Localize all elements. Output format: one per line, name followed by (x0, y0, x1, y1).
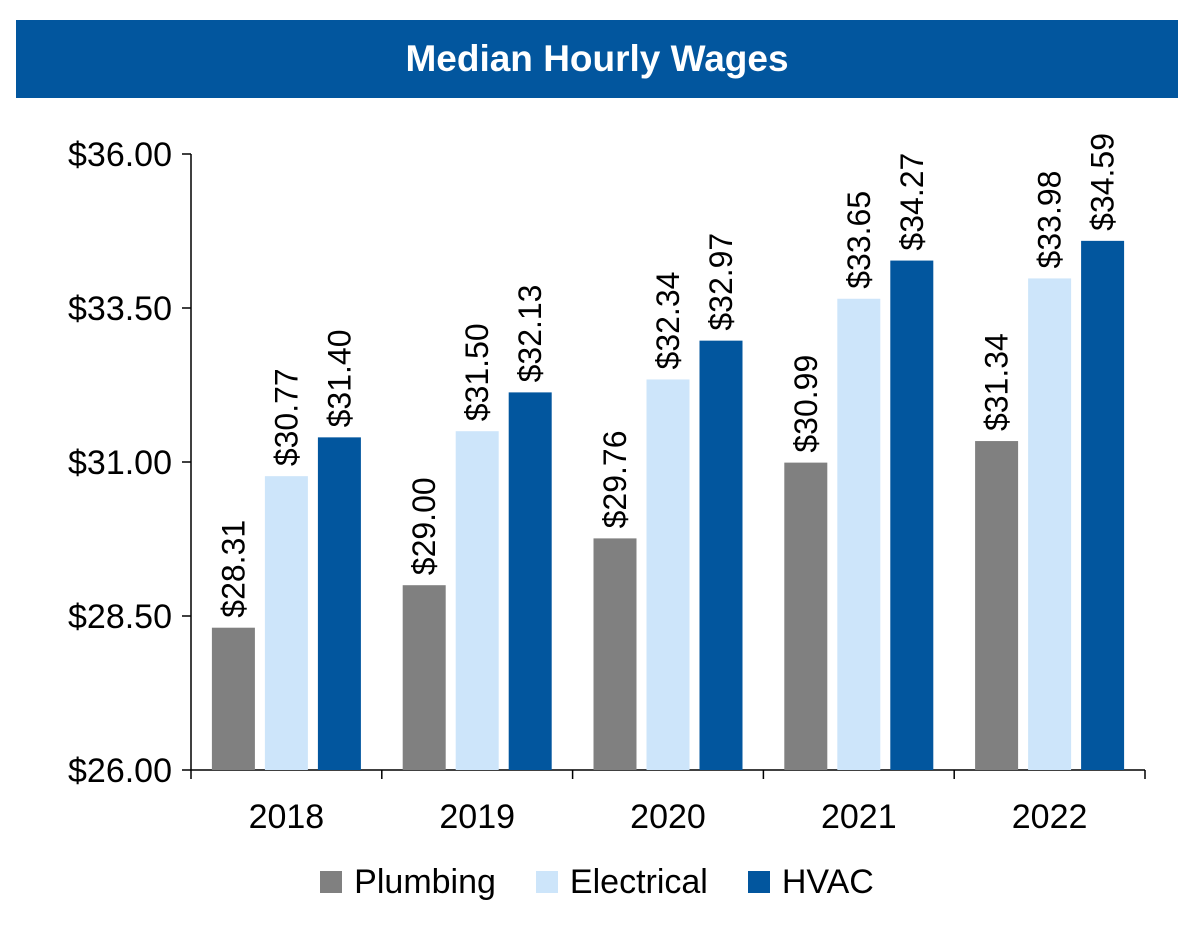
data-label-plumbing-2019: $29.00 (406, 477, 442, 575)
bar-hvac-2021 (890, 260, 934, 770)
bar-plumbing-2022 (975, 441, 1019, 770)
bar-electrical-2021 (837, 298, 881, 770)
data-label-plumbing-2020: $29.76 (597, 431, 633, 529)
bar-plumbing-2018 (211, 627, 255, 770)
x-tick-label: 2018 (249, 798, 325, 836)
legend-item-electrical: Electrical (535, 862, 708, 902)
x-tick-label: 2020 (630, 798, 706, 836)
x-tick-label: 2022 (1012, 798, 1088, 836)
legend-item-hvac: HVAC (747, 862, 874, 902)
chart-title-bar: Median Hourly Wages (16, 20, 1178, 98)
x-tick-label: 2021 (821, 798, 897, 836)
data-label-hvac-2021: $34.27 (894, 153, 930, 251)
y-tick-label: $31.00 (68, 444, 172, 482)
bar-plumbing-2021 (784, 462, 828, 770)
data-label-electrical-2019: $31.50 (459, 323, 495, 421)
y-tick-label: $26.00 (68, 752, 172, 790)
bar-hvac-2022 (1081, 240, 1125, 770)
data-label-plumbing-2021: $30.99 (788, 355, 824, 453)
legend-label-hvac: HVAC (781, 862, 874, 901)
data-label-electrical-2022: $33.98 (1032, 171, 1068, 269)
bar-hvac-2019 (508, 392, 552, 770)
data-label-hvac-2019: $32.13 (512, 285, 548, 383)
legend-label-electrical: Electrical (569, 862, 708, 901)
bar-electrical-2020 (646, 379, 690, 770)
chart-title: Median Hourly Wages (405, 38, 789, 79)
bar-hvac-2020 (699, 340, 743, 770)
legend-label-plumbing: Plumbing (354, 862, 496, 901)
bar-electrical-2022 (1028, 278, 1072, 770)
bar-plumbing-2019 (402, 585, 446, 770)
data-label-plumbing-2018: $28.31 (215, 520, 251, 618)
y-tick-label: $28.50 (68, 598, 172, 636)
data-label-plumbing-2022: $31.34 (979, 333, 1015, 431)
data-label-electrical-2021: $33.65 (841, 191, 877, 289)
bar-hvac-2018 (317, 437, 361, 770)
legend: Plumbing Electrical HVAC (0, 858, 1194, 906)
x-tick-label: 2019 (439, 798, 515, 836)
legend-item-plumbing: Plumbing (320, 863, 496, 902)
y-tick-label: $36.00 (68, 136, 172, 174)
data-label-hvac-2020: $32.97 (703, 233, 739, 331)
data-label-hvac-2018: $31.40 (321, 329, 357, 427)
legend-swatch-plumbing (320, 871, 343, 893)
legend-swatch-electrical (535, 871, 558, 893)
data-label-electrical-2020: $32.34 (650, 272, 686, 370)
bar-electrical-2019 (455, 431, 499, 770)
y-tick-label: $33.50 (68, 290, 172, 328)
data-label-electrical-2018: $30.77 (268, 368, 304, 466)
bar-plumbing-2020 (593, 538, 637, 770)
legend-swatch-hvac (747, 871, 770, 893)
data-label-hvac-2022: $34.59 (1085, 133, 1121, 231)
bar-electrical-2018 (264, 476, 308, 770)
